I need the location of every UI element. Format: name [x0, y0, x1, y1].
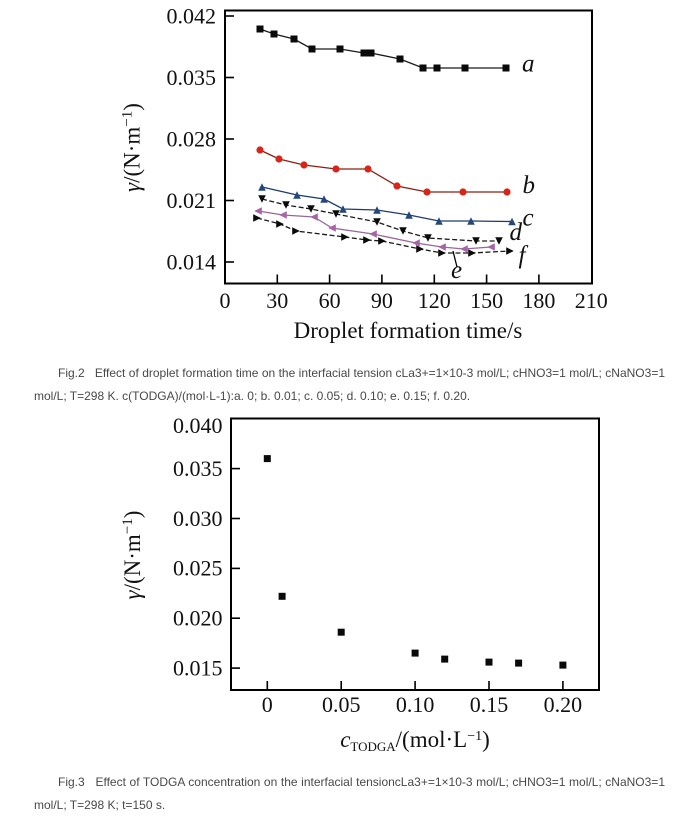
svg-text:0.05: 0.05 — [322, 692, 361, 717]
svg-text:0.020: 0.020 — [173, 606, 223, 631]
svg-text:b: b — [523, 172, 536, 199]
svg-text:a: a — [522, 51, 535, 78]
svg-text:0.20: 0.20 — [544, 692, 583, 717]
svg-text:0.030: 0.030 — [173, 506, 223, 531]
svg-text:0: 0 — [220, 288, 231, 313]
svg-text:0.014: 0.014 — [167, 250, 217, 275]
svg-text:0: 0 — [262, 692, 273, 717]
svg-text:0.15: 0.15 — [470, 692, 509, 717]
svg-text:c: c — [523, 205, 534, 232]
svg-text:0.021: 0.021 — [167, 188, 217, 213]
svg-text:γ/(N·m−1): γ/(N·m−1) — [120, 511, 145, 600]
svg-text:f: f — [519, 242, 529, 269]
svg-text:90: 90 — [371, 288, 393, 313]
svg-text:0.042: 0.042 — [167, 4, 217, 29]
svg-text:Droplet formation time/s: Droplet formation time/s — [294, 318, 523, 343]
svg-text:d: d — [510, 219, 523, 246]
svg-text:e: e — [451, 257, 462, 284]
svg-text:0.035: 0.035 — [167, 65, 217, 90]
svg-text:γ/(N·m−1): γ/(N·m−1) — [120, 103, 145, 192]
svg-text:210: 210 — [575, 288, 608, 313]
svg-text:cTODGA/(mol·L−1): cTODGA/(mol·L−1) — [340, 727, 490, 754]
svg-text:0.015: 0.015 — [173, 655, 223, 680]
svg-text:30: 30 — [266, 288, 288, 313]
svg-text:0.025: 0.025 — [173, 556, 223, 581]
svg-text:180: 180 — [522, 288, 555, 313]
svg-text:0.10: 0.10 — [396, 692, 435, 717]
svg-text:120: 120 — [418, 288, 451, 313]
svg-text:0.028: 0.028 — [167, 127, 217, 152]
svg-text:0.035: 0.035 — [173, 456, 223, 481]
svg-text:150: 150 — [470, 288, 503, 313]
svg-text:0.040: 0.040 — [173, 413, 223, 438]
svg-text:60: 60 — [319, 288, 341, 313]
